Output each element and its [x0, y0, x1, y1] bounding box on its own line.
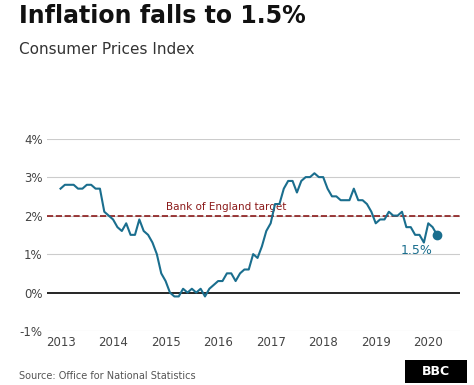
Text: BBC: BBC	[422, 365, 450, 378]
Text: 1.5%: 1.5%	[401, 244, 433, 258]
Text: Bank of England target: Bank of England target	[165, 202, 286, 212]
Text: Source: Office for National Statistics: Source: Office for National Statistics	[19, 371, 196, 381]
Text: Consumer Prices Index: Consumer Prices Index	[19, 42, 194, 57]
Text: Inflation falls to 1.5%: Inflation falls to 1.5%	[19, 4, 306, 28]
